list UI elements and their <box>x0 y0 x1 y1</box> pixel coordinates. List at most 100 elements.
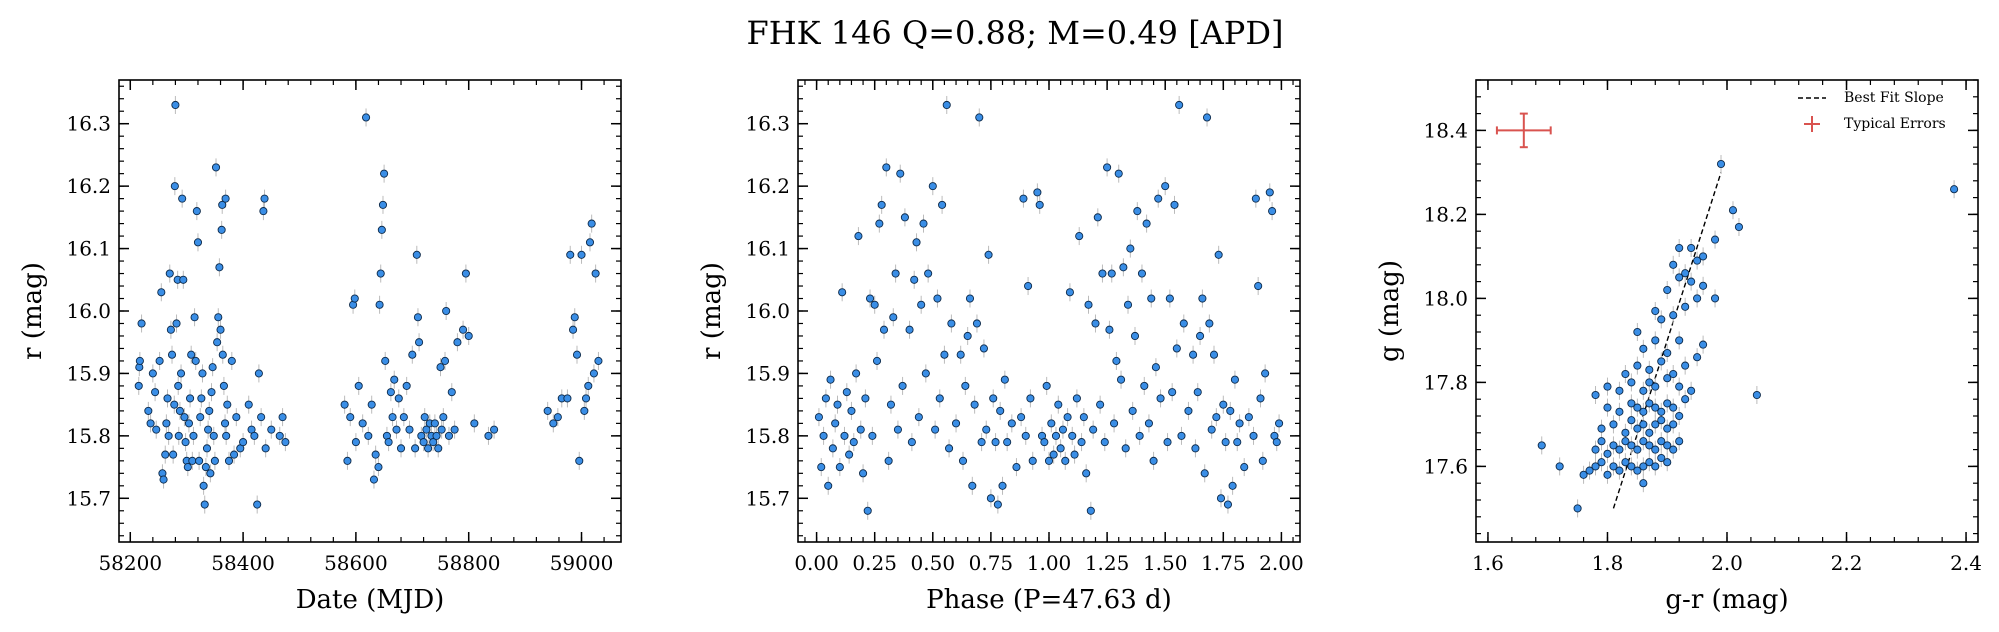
data-point <box>1198 294 1207 303</box>
data-point <box>1573 504 1582 513</box>
data-point <box>165 269 174 278</box>
x-tick-label: 0.25 <box>852 551 897 575</box>
data-point <box>137 319 146 328</box>
data-point <box>436 363 445 372</box>
data-point <box>413 313 422 322</box>
data-point <box>882 163 891 172</box>
data-point <box>1669 260 1678 269</box>
data-point <box>408 350 417 359</box>
data-point <box>1068 431 1077 440</box>
data-point <box>1256 394 1265 403</box>
data-point <box>343 456 352 465</box>
data-point <box>174 381 183 390</box>
x-tick-label: 2.2 <box>1831 551 1863 575</box>
data-point <box>1170 200 1179 209</box>
data-point <box>155 356 164 365</box>
data-point <box>187 350 196 359</box>
data-point <box>450 425 459 434</box>
data-point <box>208 363 217 372</box>
data-point <box>1651 306 1660 316</box>
data-point <box>1734 222 1744 232</box>
data-point <box>842 388 851 397</box>
data-point <box>447 388 456 397</box>
x-tick-label: 58200 <box>98 551 162 575</box>
data-point <box>942 100 951 110</box>
data-point <box>1639 407 1648 416</box>
x-tick-label: 1.6 <box>1472 551 1504 575</box>
data-point <box>1089 425 1098 434</box>
data-point <box>1240 463 1249 472</box>
data-point <box>1693 353 1702 362</box>
data-point <box>1669 369 1678 379</box>
data-point <box>1207 425 1216 434</box>
data-point <box>146 419 155 428</box>
data-point <box>1681 269 1690 278</box>
data-point <box>1072 394 1081 403</box>
data-point <box>1710 294 1720 303</box>
data-point <box>340 400 349 409</box>
data-point <box>1035 200 1044 209</box>
data-point <box>1609 441 1618 450</box>
data-point <box>1615 445 1624 454</box>
data-point <box>570 313 579 322</box>
data-point <box>1633 361 1642 370</box>
data-point <box>1223 500 1233 509</box>
data-point <box>432 431 441 440</box>
data-point <box>1591 390 1600 400</box>
data-point <box>444 431 454 440</box>
data-point <box>998 481 1007 490</box>
data-point <box>484 431 493 440</box>
data-point <box>553 413 562 422</box>
data-point <box>1728 206 1738 215</box>
data-point <box>566 250 575 259</box>
data-point <box>1096 400 1105 409</box>
data-point <box>434 444 443 453</box>
data-point <box>184 419 193 428</box>
data-point <box>1716 159 1726 169</box>
data-point <box>1051 431 1061 440</box>
data-point <box>1140 381 1149 390</box>
data-point <box>1012 463 1021 472</box>
data-point <box>956 350 965 359</box>
data-point <box>278 413 287 422</box>
data-point <box>572 350 582 359</box>
data-point <box>1075 232 1084 241</box>
data-point <box>1272 438 1281 447</box>
data-point <box>1161 182 1170 191</box>
data-point <box>351 438 360 447</box>
data-point <box>1121 444 1130 453</box>
data-point <box>151 388 160 397</box>
data-point <box>835 463 844 472</box>
data-point <box>1651 336 1660 345</box>
data-point <box>176 369 186 378</box>
data-point <box>821 394 830 403</box>
data-point <box>369 475 378 484</box>
data-point <box>1112 356 1121 365</box>
y-tick-label: 15.8 <box>745 424 790 448</box>
data-point <box>986 494 995 503</box>
y-axis-label: r (mag) <box>697 262 727 360</box>
data-point <box>202 444 212 453</box>
data-point <box>817 463 826 472</box>
data-point <box>961 381 970 390</box>
data-point <box>563 394 572 403</box>
data-point <box>402 381 411 390</box>
data-point <box>1056 444 1065 453</box>
data-point <box>1179 319 1188 328</box>
data-point <box>430 419 439 428</box>
data-point <box>1202 113 1212 122</box>
data-point <box>170 400 179 409</box>
data-point <box>907 438 916 447</box>
data-point <box>163 394 172 403</box>
y-tick-label: 18.4 <box>1423 118 1468 142</box>
data-point <box>1675 437 1684 446</box>
data-point <box>1235 419 1244 428</box>
data-point <box>424 444 433 453</box>
y-tick-label: 15.7 <box>66 486 111 510</box>
data-point <box>350 294 359 303</box>
data-point <box>1633 424 1642 433</box>
data-point <box>1645 441 1654 450</box>
data-point <box>1249 431 1258 440</box>
data-point <box>396 444 406 453</box>
